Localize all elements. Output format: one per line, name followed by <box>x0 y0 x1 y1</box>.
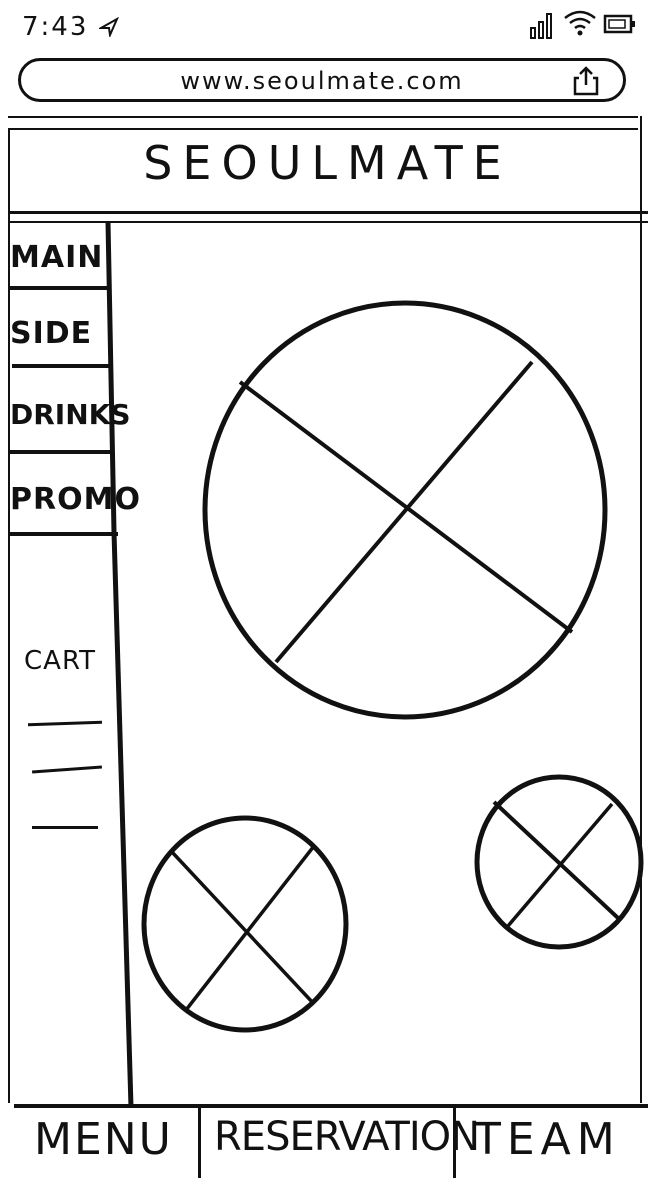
nav-item-label: MENU <box>34 1114 173 1165</box>
sidebar-item-label: MAIN <box>10 240 104 275</box>
sidebar-item-main[interactable]: MAIN <box>10 240 108 275</box>
sidebar-divider <box>10 532 118 536</box>
header-bottom-divider <box>8 211 648 214</box>
status-time-text: 7:43 <box>22 12 89 42</box>
cart-line <box>27 720 103 727</box>
cart-line <box>32 826 98 829</box>
header-bottom-divider-2 <box>8 221 648 223</box>
sidebar-vertical-divider <box>105 222 134 1107</box>
signal-icon <box>530 13 552 39</box>
bottom-nav-divider <box>14 1104 648 1108</box>
nav-divider <box>453 1108 456 1178</box>
battery-icon <box>603 14 635 34</box>
sidebar-item-drinks[interactable]: DRINKS <box>10 398 131 431</box>
nav-item-menu[interactable]: MENU <box>34 1114 173 1165</box>
cart-line <box>31 765 103 774</box>
sidebar-item-promo[interactable]: PROMO <box>10 482 140 517</box>
nav-item-label: TEAM <box>474 1114 621 1165</box>
nav-item-reservation[interactable]: RESERVATION <box>214 1114 480 1160</box>
share-icon[interactable] <box>571 65 601 97</box>
small-image-placeholder-right[interactable] <box>468 768 650 958</box>
header-top-divider-2 <box>8 128 638 130</box>
url-bar[interactable]: www.seoulmate.com <box>18 58 626 102</box>
wifi-icon <box>564 10 596 36</box>
sidebar-divider <box>10 450 114 454</box>
nav-item-label: RESERVATION <box>214 1114 480 1160</box>
nav-item-team[interactable]: TEAM <box>474 1114 621 1165</box>
sidebar-item-side[interactable]: SIDE <box>10 316 108 351</box>
status-icons <box>529 8 639 42</box>
url-text: www.seoulmate.com <box>180 67 464 95</box>
header-top-divider <box>8 116 638 118</box>
sidebar-item-label: SIDE <box>10 316 93 351</box>
page-left-border <box>8 128 10 1103</box>
nav-divider <box>198 1108 201 1178</box>
large-image-placeholder[interactable] <box>190 290 620 730</box>
sidebar-item-label: PROMO <box>10 482 141 517</box>
small-image-placeholder-left[interactable] <box>136 808 356 1040</box>
cart-label[interactable]: CART <box>24 646 96 676</box>
page-right-border <box>640 116 642 1103</box>
status-time: 7:43 <box>22 12 119 42</box>
sidebar-divider <box>12 364 110 368</box>
page-title: SEOULMATE <box>143 136 512 190</box>
sidebar-divider <box>10 286 110 290</box>
location-arrow-icon <box>96 16 119 39</box>
